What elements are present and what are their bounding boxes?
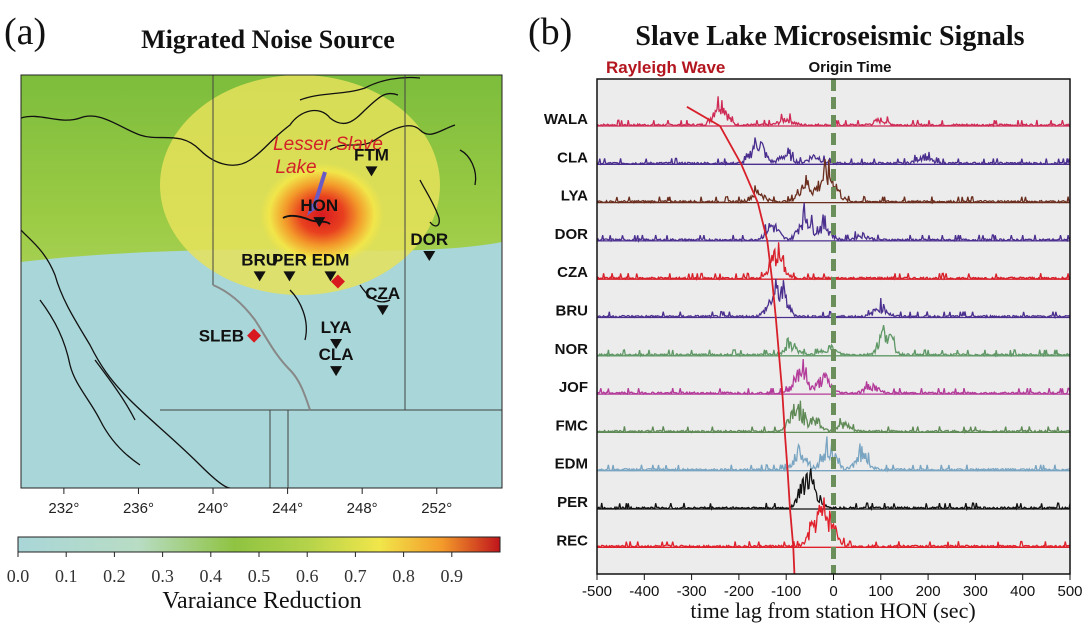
station-trace-label-cla: CLA: [557, 149, 588, 166]
lon-tick-label: 236°: [123, 500, 154, 517]
station-label-per: PER: [272, 250, 307, 269]
station-trace-label-lya: LYA: [561, 188, 588, 205]
x-tick-label: 100: [868, 583, 893, 600]
x-tick-label: -100: [771, 583, 801, 600]
colorbar-tick-label: 0.9: [441, 566, 464, 586]
map-boundaries: [160, 75, 502, 488]
x-tick-label: 0: [829, 583, 837, 600]
x-tick-label: -500: [582, 583, 612, 600]
colorbar-tick-label: 0.5: [248, 566, 271, 586]
x-tick-label: 500: [1057, 583, 1082, 600]
station-marker-cza: [376, 305, 389, 316]
colorbar: [17, 536, 501, 553]
lon-tick-label: 244°: [272, 500, 303, 517]
station-trace-label-rec: REC: [556, 532, 588, 549]
lon-tick-label: 252°: [421, 500, 452, 517]
panel-a-label: (a): [4, 11, 46, 53]
station-label-cza: CZA: [365, 284, 400, 303]
map-frame: [20, 74, 503, 489]
origin-time-label: Origin Time: [808, 59, 891, 76]
station-marker-lya: [330, 339, 343, 350]
map-heat-spot: [260, 163, 384, 267]
station-label-edm: EDM: [312, 250, 350, 269]
station-trace-label-per: PER: [557, 494, 588, 511]
station-marker-bru: [253, 271, 266, 282]
map: [21, 75, 502, 488]
station-label-dor: DOR: [410, 230, 448, 249]
panel-b-title: Slave Lake Microseismic Signals: [635, 21, 1024, 52]
station-marker-dor: [423, 251, 436, 262]
lon-tick-label: 232°: [48, 500, 79, 517]
station-trace-label-nor: NOR: [555, 341, 589, 358]
lake-arrow: [311, 171, 327, 211]
x-tick-label: -300: [677, 583, 707, 600]
lon-tick-label: 240°: [198, 500, 229, 517]
source-marker-edm: [330, 274, 345, 289]
lake-label-line2: Lake: [275, 157, 316, 178]
lake-label-line1: Lesser Slave: [273, 134, 383, 155]
station-labels: WALA CLA LYA DOR CZA BRU NOR JOF FMC EDM PER REC: [544, 111, 588, 549]
colorbar-label: Varaiance Reduction: [162, 588, 361, 614]
x-tick-label: -200: [724, 583, 754, 600]
station-label-lya: LYA: [321, 318, 352, 337]
source-label-sleb: SLEB: [199, 327, 244, 346]
rayleigh-wave-curve: [686, 106, 796, 574]
station-marker-edm: [324, 271, 337, 282]
panel-b-label: (b): [528, 11, 572, 53]
colorbar-ticks: 0.0 0.1 0.2 0.3 0.4 0.5 0.6 0.7 0.8 0.9: [7, 552, 463, 586]
source-marker-sleb: [247, 328, 262, 343]
x-tick-label: 200: [916, 583, 941, 600]
colorbar-tick-label: 0.8: [392, 566, 415, 586]
x-tick-label: 300: [963, 583, 988, 600]
colorbar-tick-label: 0.7: [344, 566, 367, 586]
trace-rec: [597, 497, 1070, 550]
colorbar-tick-label: 0.0: [7, 566, 30, 586]
station-label-hon: HON: [300, 196, 338, 215]
station-trace-label-cza: CZA: [557, 264, 588, 281]
x-axis-ticks: -500 -400 -300 -200 -100 0 100 200 300 400 500: [582, 574, 1083, 600]
panel-a-title: Migrated Noise Source: [141, 25, 395, 54]
station-trace-label-edm: EDM: [555, 456, 588, 473]
station-label-ftm: FTM: [354, 145, 389, 164]
colorbar-tick-label: 0.3: [151, 566, 174, 586]
colorbar-tick-label: 0.6: [296, 566, 319, 586]
colorbar-tick-label: 0.4: [200, 566, 223, 586]
x-tick-label: -400: [629, 583, 659, 600]
station-trace-label-jof: JOF: [559, 379, 588, 396]
map-coastlines: [21, 76, 477, 488]
x-tick-label: 400: [1010, 583, 1035, 600]
station-trace-label-dor: DOR: [555, 226, 589, 243]
longitude-ticks: 232° 236° 240° 244° 248° 252°: [48, 488, 452, 517]
station-marker-ftm: [365, 166, 378, 177]
station-label-cla: CLA: [319, 345, 354, 364]
colorbar-tick-label: 0.1: [55, 566, 78, 586]
station-trace-label-fmc: FMC: [556, 417, 589, 434]
station-marker-hon: [313, 217, 326, 228]
lon-tick-label: 248°: [347, 500, 378, 517]
rayleigh-wave-label: Rayleigh Wave: [606, 58, 725, 77]
lake-arrowhead: [307, 203, 318, 216]
station-marker-per: [283, 271, 296, 282]
station-marker-cla: [330, 366, 343, 377]
station-label-bru: BRU: [241, 250, 278, 269]
map-continental-divide: [212, 284, 311, 411]
x-axis-label: time lag from station HON (sec): [690, 598, 975, 623]
station-trace-label-wala: WALA: [544, 111, 588, 128]
station-trace-label-bru: BRU: [556, 303, 589, 320]
colorbar-tick-label: 0.2: [103, 566, 126, 586]
map-ocean-region: [21, 242, 502, 488]
